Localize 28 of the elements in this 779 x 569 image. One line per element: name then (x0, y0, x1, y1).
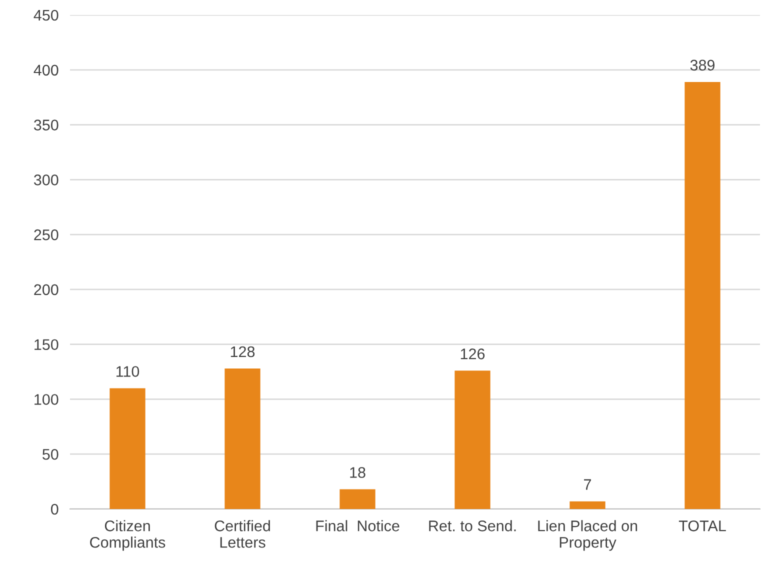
y-tick-label: 200 (34, 284, 58, 296)
data-label: 18 (350, 467, 366, 478)
x-tick-label: Final Notice (316, 520, 400, 532)
data-label: 389 (690, 60, 715, 71)
bar (110, 388, 146, 509)
y-tick-label: 50 (42, 448, 58, 460)
data-label: 126 (460, 348, 485, 360)
bar (454, 370, 490, 509)
x-tick-label: TOTAL (678, 520, 726, 532)
data-label: 128 (230, 346, 255, 358)
y-tick-label: 350 (34, 120, 58, 130)
x-tick-label: Ret. to Send. (429, 520, 516, 532)
bar (570, 501, 606, 509)
bar (684, 82, 720, 509)
y-tick-label: 150 (34, 339, 58, 350)
y-tick-label: 450 (34, 10, 58, 21)
y-tick-label: 400 (34, 64, 58, 76)
bar (340, 489, 376, 509)
data-label: 110 (116, 366, 140, 377)
data-label: 7 (584, 479, 591, 490)
x-tick-label: Lien Placed on Property (538, 520, 638, 551)
y-tick-label: 0 (50, 504, 58, 515)
y-tick-label: 250 (34, 229, 58, 240)
x-tick-label: Citizen Compliants (90, 520, 166, 551)
x-tick-label: Certified Letters (214, 520, 270, 548)
bar (224, 368, 260, 509)
y-tick-label: 100 (34, 394, 58, 405)
y-tick-label: 300 (34, 174, 58, 186)
